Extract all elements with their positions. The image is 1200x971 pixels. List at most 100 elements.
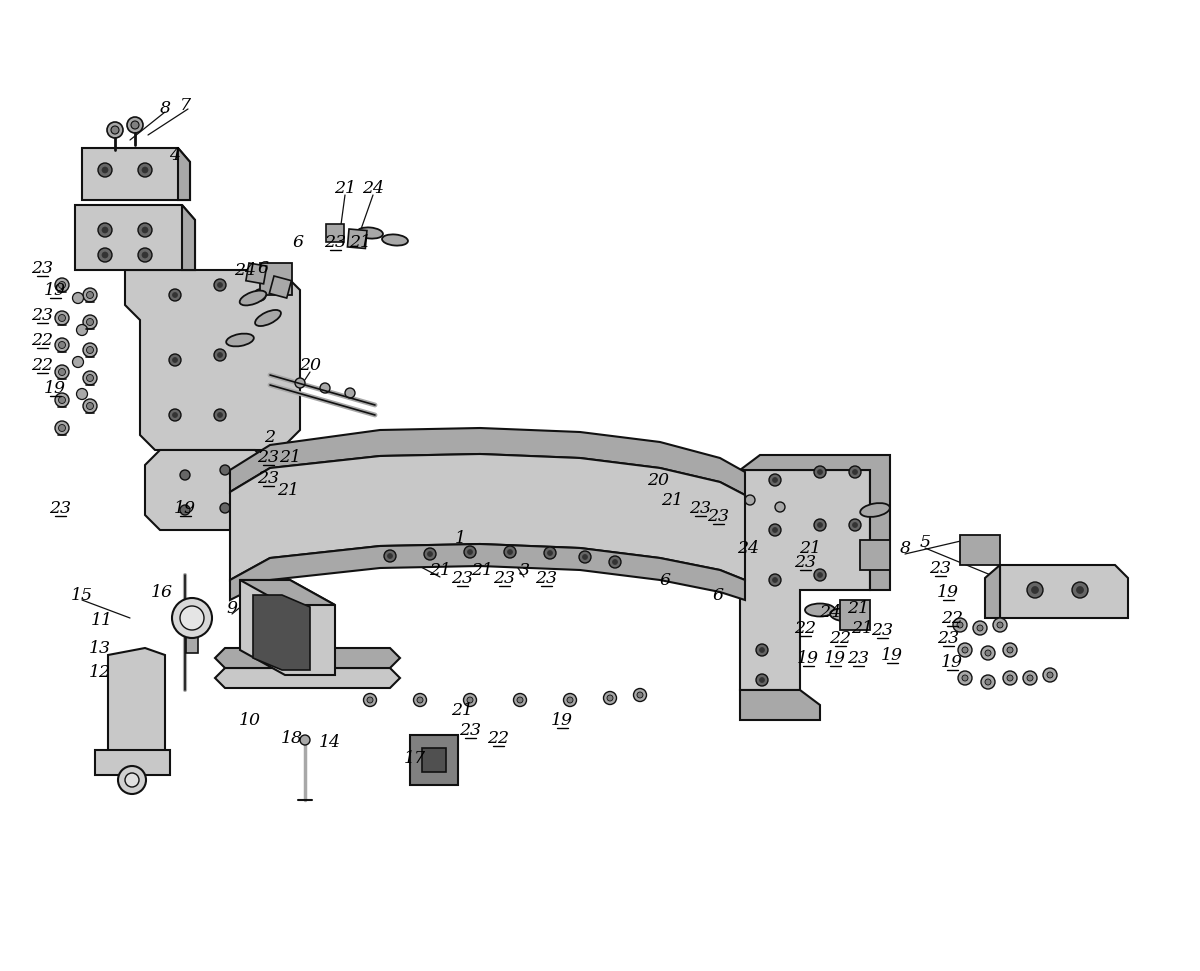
Ellipse shape — [382, 234, 408, 246]
Circle shape — [180, 505, 190, 515]
Circle shape — [142, 227, 148, 233]
Circle shape — [367, 697, 373, 703]
Polygon shape — [108, 648, 166, 760]
Text: 22: 22 — [487, 729, 509, 747]
Bar — [186, 635, 198, 653]
Text: 23: 23 — [929, 559, 952, 577]
Text: 6: 6 — [660, 572, 671, 588]
Circle shape — [814, 466, 826, 478]
Ellipse shape — [358, 227, 383, 239]
Text: 22: 22 — [31, 331, 53, 349]
Circle shape — [102, 167, 108, 173]
Circle shape — [464, 546, 476, 558]
Text: 19: 19 — [44, 282, 66, 298]
Ellipse shape — [240, 290, 266, 306]
Polygon shape — [260, 263, 292, 295]
Circle shape — [55, 393, 70, 407]
Circle shape — [814, 569, 826, 581]
Polygon shape — [215, 648, 400, 668]
Circle shape — [59, 342, 66, 349]
Circle shape — [127, 117, 143, 133]
Text: 22: 22 — [794, 619, 816, 637]
Text: 22: 22 — [31, 356, 53, 374]
Polygon shape — [240, 580, 335, 675]
Circle shape — [173, 413, 178, 418]
Polygon shape — [240, 580, 335, 605]
Circle shape — [504, 546, 516, 558]
Circle shape — [142, 167, 148, 173]
Text: 17: 17 — [404, 750, 426, 766]
Circle shape — [760, 678, 764, 683]
Polygon shape — [74, 205, 194, 270]
Text: 20: 20 — [299, 356, 322, 374]
Text: 20: 20 — [647, 472, 670, 488]
Text: 23: 23 — [31, 259, 53, 277]
Circle shape — [346, 388, 355, 398]
Circle shape — [414, 693, 426, 707]
Circle shape — [1003, 643, 1018, 657]
Circle shape — [102, 252, 108, 258]
Circle shape — [98, 223, 112, 237]
Bar — [348, 229, 367, 249]
Text: 23: 23 — [493, 570, 515, 586]
Polygon shape — [95, 750, 170, 775]
Circle shape — [131, 121, 139, 129]
Circle shape — [214, 279, 226, 291]
Text: 23: 23 — [535, 570, 557, 586]
Text: 23: 23 — [324, 233, 346, 251]
Circle shape — [142, 252, 148, 258]
Circle shape — [217, 352, 222, 357]
Text: 23: 23 — [871, 621, 893, 639]
Text: 23: 23 — [451, 570, 473, 586]
Text: 6: 6 — [258, 259, 269, 277]
Circle shape — [388, 553, 392, 558]
Circle shape — [86, 403, 94, 410]
Ellipse shape — [830, 609, 860, 621]
Ellipse shape — [256, 310, 281, 326]
Polygon shape — [960, 535, 1000, 565]
Text: 21: 21 — [470, 561, 493, 579]
Circle shape — [384, 550, 396, 562]
Circle shape — [1072, 582, 1088, 598]
Text: 21: 21 — [349, 233, 371, 251]
Circle shape — [582, 554, 588, 559]
Text: 15: 15 — [71, 586, 94, 604]
Circle shape — [634, 688, 647, 701]
Circle shape — [118, 766, 146, 794]
Circle shape — [962, 675, 968, 681]
Text: 4: 4 — [169, 147, 180, 163]
Circle shape — [958, 643, 972, 657]
Circle shape — [604, 691, 617, 705]
Polygon shape — [740, 690, 820, 720]
Circle shape — [607, 695, 613, 701]
Circle shape — [300, 735, 310, 745]
Circle shape — [59, 315, 66, 321]
Circle shape — [55, 311, 70, 325]
Text: 24: 24 — [362, 180, 384, 196]
Text: 2: 2 — [264, 428, 276, 446]
Circle shape — [769, 574, 781, 586]
Circle shape — [982, 675, 995, 689]
Circle shape — [769, 474, 781, 486]
Text: 6: 6 — [293, 233, 304, 251]
Text: 19: 19 — [824, 650, 846, 666]
Circle shape — [985, 679, 991, 685]
Circle shape — [715, 489, 725, 499]
Circle shape — [1032, 586, 1038, 593]
Circle shape — [83, 399, 97, 413]
Polygon shape — [182, 205, 194, 270]
Polygon shape — [740, 455, 890, 590]
Circle shape — [1027, 675, 1033, 681]
Circle shape — [254, 289, 266, 301]
Text: 21: 21 — [661, 491, 683, 509]
Polygon shape — [230, 454, 745, 580]
Circle shape — [773, 478, 778, 483]
Text: 6: 6 — [713, 586, 724, 604]
Polygon shape — [1000, 565, 1128, 618]
Circle shape — [72, 356, 84, 367]
Text: 16: 16 — [151, 584, 173, 600]
Polygon shape — [82, 148, 190, 200]
Circle shape — [173, 357, 178, 362]
Circle shape — [112, 126, 119, 134]
Circle shape — [138, 163, 152, 177]
